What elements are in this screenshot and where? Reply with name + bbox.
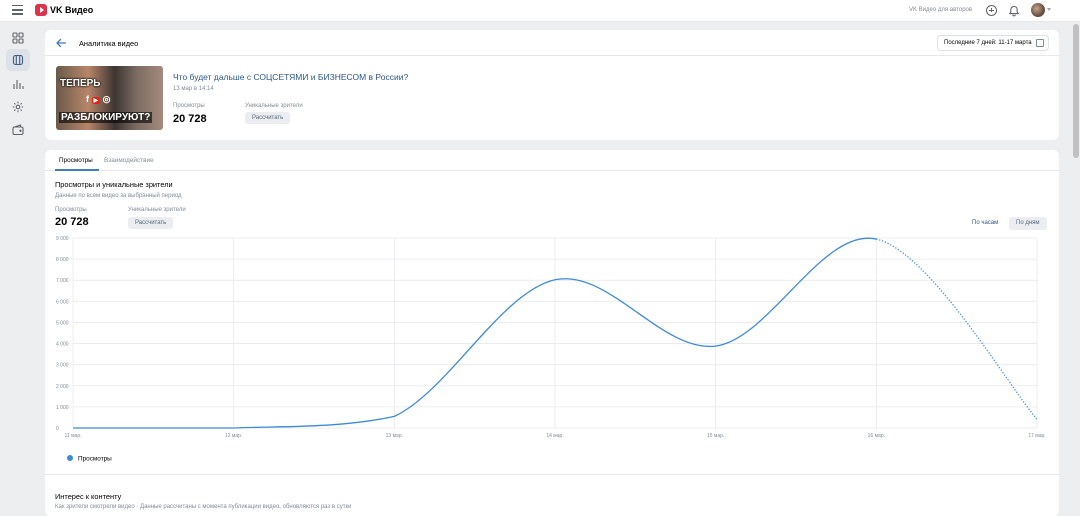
x-tick-label: 15 мар. — [707, 433, 724, 439]
legend-label: Просмотры — [78, 455, 112, 463]
x-tick-label: 17 мар. — [1028, 433, 1045, 439]
sidebar-item-dashboard[interactable] — [6, 27, 30, 49]
data-point — [232, 426, 235, 429]
interest-title: Интерес к контенту — [55, 492, 122, 501]
chart-legend[interactable]: Просмотры — [67, 455, 112, 463]
y-tick-label: 6 000 — [56, 299, 69, 305]
analytics-card: Просмотры Взаимодействие Просмотры и уни… — [45, 150, 1059, 516]
y-tick-label: 7 000 — [56, 278, 69, 284]
page-title: Аналитика видео — [79, 39, 139, 48]
period-label: Последние 7 дней: 11-17 марта — [944, 40, 1032, 46]
data-point — [71, 426, 74, 429]
chevron-down-icon[interactable] — [1047, 8, 1051, 11]
menu-icon[interactable] — [12, 5, 23, 15]
video-date: 13 мар в 14:14 — [173, 86, 214, 92]
data-point — [875, 237, 878, 240]
scrollbar[interactable] — [1073, 24, 1079, 158]
data-point — [714, 344, 717, 347]
section-subtitle: Данные по всем видео за выбранный период — [55, 193, 182, 199]
sidebar — [0, 22, 36, 516]
sidebar-item-settings[interactable] — [6, 96, 30, 118]
creators-link[interactable]: VK Видео для авторов — [909, 7, 973, 13]
calendar-icon — [1036, 39, 1044, 47]
y-tick-label: 3 000 — [56, 363, 69, 369]
social-logos-icon: f ▶ ◎ — [86, 94, 111, 104]
sidebar-item-monetization[interactable] — [6, 119, 30, 141]
x-tick-label: 16 мар. — [868, 433, 885, 439]
x-tick-label: 14 мар. — [546, 433, 563, 439]
notifications-bell-icon[interactable] — [1008, 5, 1020, 17]
x-tick-label: 12 мар. — [225, 433, 242, 439]
y-tick-label: 8 000 — [56, 257, 69, 263]
y-tick-label: 2 000 — [56, 384, 69, 390]
video-info-card: ТЕПЕРЬ f ▶ ◎ РАЗБЛОКИРУЮТ? Что будет дал… — [45, 56, 1059, 140]
grid-icon — [12, 32, 24, 44]
y-tick-label: 9 000 — [56, 236, 69, 242]
series-line-projected — [876, 238, 1038, 420]
sidebar-item-content[interactable] — [6, 49, 30, 71]
views-value: 20 728 — [173, 113, 207, 125]
upload-plus-icon[interactable] — [986, 5, 997, 16]
bar-chart-icon — [13, 80, 24, 89]
brand-name[interactable]: VK Видео — [50, 5, 94, 15]
chart-views-value: 20 728 — [55, 216, 89, 228]
series-line — [73, 237, 877, 429]
views-line-chart: 0 1 000 2 000 3 000 4 000 5 000 6 000 7 000 8 00… — [56, 236, 1046, 439]
video-title[interactable]: Что будет дальше с СОЦСЕТЯМИ и БИЗНЕСОМ … — [173, 72, 409, 82]
tabs-bar: Просмотры Взаимодействие — [45, 150, 1059, 171]
vk-video-logo[interactable] — [35, 4, 47, 16]
unique-viewers-label: Уникальные зрители — [245, 103, 303, 109]
section-title: Просмотры и уникальные зрители — [55, 180, 173, 189]
tab-engagement[interactable]: Взаимодействие — [104, 157, 154, 164]
sidebar-item-analytics[interactable] — [6, 73, 30, 95]
tab-views[interactable]: Просмотры — [59, 157, 93, 164]
interest-subtitle: Как зрители смотрели видео · Данные расс… — [55, 504, 352, 510]
top-bar: VK Видео VK Видео для авторов — [0, 0, 1080, 22]
y-tick-label: 1 000 — [56, 405, 69, 411]
period-selector[interactable]: Последние 7 дней: 11-17 марта — [937, 35, 1049, 51]
gear-icon — [12, 101, 24, 113]
chart-calculate-button[interactable]: Рассчитать — [128, 217, 174, 229]
data-point — [393, 415, 396, 418]
data-point — [553, 278, 556, 281]
x-tick-label: 13 мар. — [386, 433, 403, 439]
calculate-button[interactable]: Рассчитать — [245, 112, 291, 124]
toggle-by-days[interactable]: По дням — [1009, 217, 1047, 230]
thumbnail-caption-bottom: РАЗБЛОКИРУЮТ? — [59, 112, 153, 123]
chart-views-label: Просмотры — [55, 207, 87, 213]
video-library-icon — [12, 54, 24, 66]
y-tick-label: 4 000 — [56, 342, 69, 348]
back-arrow-icon[interactable] — [55, 37, 67, 49]
chart-unique-label: Уникальные зрители — [128, 207, 186, 213]
video-thumbnail[interactable]: ТЕПЕРЬ f ▶ ◎ РАЗБЛОКИРУЮТ? — [56, 66, 163, 130]
analytics-header: Аналитика видео Последние 7 дней: 11-17 … — [45, 30, 1059, 56]
x-tick-label: 11 мар. — [65, 433, 82, 439]
toggle-by-hours[interactable]: По часам — [972, 220, 999, 226]
data-point — [1035, 418, 1038, 421]
y-tick-label: 5 000 — [56, 320, 69, 326]
legend-dot-icon — [67, 455, 73, 461]
divider — [45, 474, 1059, 475]
y-tick-label: 0 — [56, 426, 59, 432]
active-tab-indicator — [55, 169, 99, 171]
wallet-icon — [12, 124, 24, 136]
thumbnail-caption-top: ТЕПЕРЬ — [60, 78, 101, 89]
views-label: Просмотры — [173, 103, 205, 109]
avatar[interactable] — [1031, 3, 1045, 17]
